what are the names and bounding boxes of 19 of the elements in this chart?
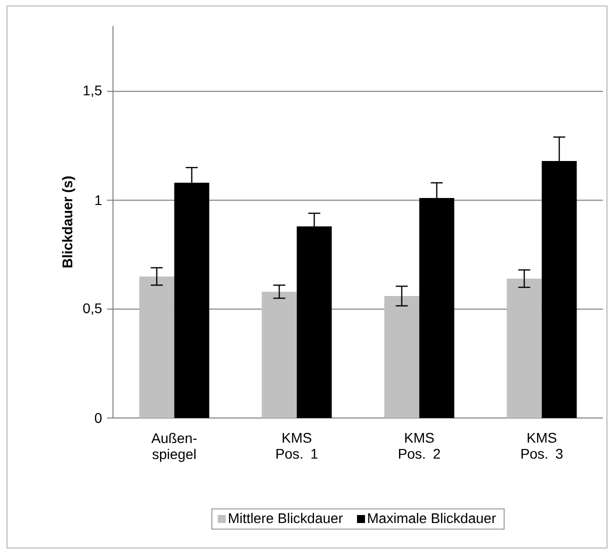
y-axis-title: Blickdauer (s) — [62, 176, 76, 268]
y-tick-label: 1 — [95, 195, 102, 206]
bar — [139, 276, 174, 418]
y-tick-label: 0 — [94, 413, 102, 423]
x-tick-label: Außen-spiegel — [151, 432, 197, 462]
bar — [262, 292, 297, 418]
bar — [296, 226, 332, 418]
y-tick-label: 0,5 — [83, 303, 102, 315]
y-tick-label: 1,5 — [84, 86, 102, 98]
bar — [542, 161, 577, 418]
legend-label: Mittlere Blickdauer — [228, 512, 343, 524]
bar — [174, 182, 210, 418]
bar — [506, 278, 542, 418]
x-tick-label: KMS Pos. 1 — [276, 432, 318, 459]
bar — [384, 296, 420, 418]
x-tick-label: KMS Pos. 3 — [522, 432, 563, 459]
bar — [419, 198, 454, 418]
legend-label: Maximale Blickdauer — [368, 512, 496, 524]
x-tick-label: KMS Pos. 2 — [399, 432, 440, 459]
